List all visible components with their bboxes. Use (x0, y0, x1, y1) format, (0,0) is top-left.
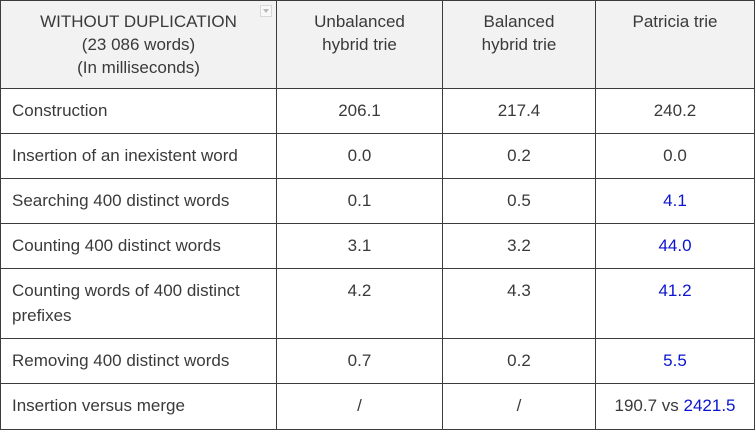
column-header-unbalanced: Unbalanced hybrid trie (276, 0, 443, 89)
cell-patricia-value: 240.2 (653, 101, 697, 120)
cell-balanced: 0.2 (442, 338, 596, 384)
table-row: Counting words of 400 distinct prefixes 4… (0, 268, 755, 339)
cell-balanced: 217.4 (442, 88, 596, 134)
cell-patricia-value: 4.1 (663, 191, 687, 210)
cell-patricia: 41.2 (595, 268, 755, 339)
cell-unbalanced: 0.1 (276, 178, 443, 224)
cell-balanced: 3.2 (442, 223, 596, 269)
cell-patricia-value: 0.0 (663, 146, 687, 165)
column-header-line: Patricia trie (632, 12, 718, 31)
column-header-line: hybrid trie (481, 35, 557, 54)
cell-patricia-value: 2421.5 (683, 396, 736, 415)
table-row: Searching 400 distinct words 0.1 0.5 4.1 (0, 178, 755, 224)
cell-patricia: 44.0 (595, 223, 755, 269)
cell-patricia-value: 5.5 (663, 351, 687, 370)
cell-balanced: 0.2 (442, 133, 596, 179)
cell-unbalanced: 0.0 (276, 133, 443, 179)
table-row: Insertion versus merge //190.7 vs 2421.5 (0, 383, 755, 430)
column-header-balanced: Balanced hybrid trie (442, 0, 596, 89)
column-header-line: hybrid trie (322, 35, 397, 54)
column-header-patricia: Patricia trie (595, 0, 755, 89)
cell-balanced: 0.5 (442, 178, 596, 224)
corner-header-line: WITHOUT DUPLICATION (40, 12, 237, 31)
chevron-down-icon[interactable] (260, 5, 272, 17)
column-header-line: Balanced (483, 12, 555, 31)
cell-unbalanced: / (276, 383, 443, 430)
row-label: Insertion of an inexistent word (0, 133, 277, 179)
cell-patricia: 240.2 (595, 88, 755, 134)
corner-header: WITHOUT DUPLICATION (23 086 words) (In m… (0, 0, 277, 89)
cell-unbalanced: 206.1 (276, 88, 443, 134)
cell-patricia: 5.5 (595, 338, 755, 384)
cell-balanced: / (442, 383, 596, 430)
cell-patricia: 190.7 vs 2421.5 (595, 383, 755, 430)
table-row: Insertion of an inexistent word 0.0 0.2 0.0 (0, 133, 755, 179)
cell-patricia: 0.0 (595, 133, 755, 179)
cell-balanced: 4.3 (442, 268, 596, 339)
row-label: Counting words of 400 distinct prefixes (0, 268, 277, 339)
row-label: Counting 400 distinct words (0, 223, 277, 269)
table-row: Removing 400 distinct words 0.7 0.2 5.5 (0, 338, 755, 384)
table-row: Counting 400 distinct words 3.1 3.2 44.0 (0, 223, 755, 269)
cell-unbalanced: 4.2 (276, 268, 443, 339)
cell-unbalanced: 3.1 (276, 223, 443, 269)
header-row: WITHOUT DUPLICATION (23 086 words) (In m… (0, 0, 755, 89)
cell-patricia-prefix: 190.7 vs (614, 396, 684, 415)
cell-patricia-value: 41.2 (658, 281, 692, 300)
column-header-line: Unbalanced (314, 12, 405, 31)
table-row: Construction 206.1 217.4 240.2 (0, 88, 755, 134)
cell-unbalanced: 0.7 (276, 338, 443, 384)
cell-patricia: 4.1 (595, 178, 755, 224)
row-label: Searching 400 distinct words (0, 178, 277, 224)
row-label: Insertion versus merge (0, 383, 277, 430)
row-label: Removing 400 distinct words (0, 338, 277, 384)
cell-patricia-value: 44.0 (658, 236, 692, 255)
corner-header-line: (In milliseconds) (77, 58, 200, 77)
corner-header-line: (23 086 words) (81, 35, 196, 54)
row-label: Construction (0, 88, 277, 134)
